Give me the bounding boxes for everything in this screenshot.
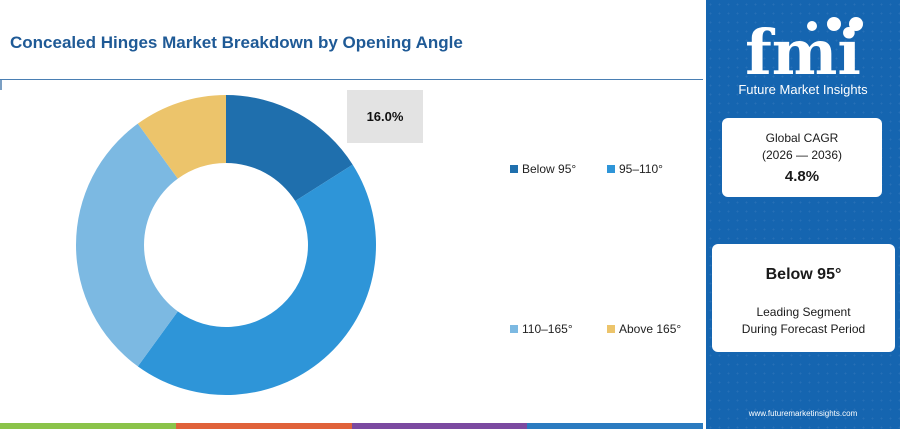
donut-chart [75,95,377,396]
strip-segment-purple [351,423,528,429]
chart-panel: Concealed Hinges Market Breakdown by Ope… [0,33,703,396]
logo-wordmark: fmi [745,16,861,89]
legend-label-below-95: Below 95° [522,162,577,176]
globe-icon [827,17,841,31]
legend-swatch-below-95 [510,165,518,173]
fmi-logo: fmi Future Market Insights [738,16,868,97]
donut-slice-above-165 [137,95,226,179]
leading-segment-value: Below 95° [765,266,842,283]
donut-slice-below-95 [226,95,353,202]
cagr-label-line1: Global CAGR [765,131,839,145]
leading-segment-card: Below 95° Leading Segment During Forecas… [712,244,895,352]
leading-segment-label: Leading Segment During Forecast Period [712,304,895,338]
legend-label-above-165: Above 165° [619,322,682,336]
strip-segment-orange [175,423,352,429]
strip-segment-green [0,423,176,429]
dot-icon [807,21,817,31]
donut-slice-95-110 [137,164,377,396]
donut-slice-110-165 [75,123,178,367]
info-sidebar: fmi Future Market Insights Global CAGR (… [706,0,900,429]
bottom-color-strip [0,423,703,429]
legend-item-95-110: 95–110° [607,162,663,176]
legend-swatch-95-110 [607,165,615,173]
value-callout: 16.0% [347,90,423,143]
title-divider [0,79,703,80]
chart-title: Concealed Hinges Market Breakdown by Ope… [10,33,463,52]
legend-item-above-165: Above 165° [607,322,681,336]
website-url: www.futuremarketinsights.com [748,409,858,418]
cagr-card: Global CAGR (2026 — 2036) 4.8% [722,118,882,197]
legend-swatch-above-165 [607,325,615,333]
cagr-label-line2: (2026 — 2036) [761,148,843,162]
cagr-value: 4.8% [784,168,820,185]
leading-segment-label-line2: During Forecast Period [741,322,866,336]
left-edge-tick [0,80,2,90]
cagr-label: Global CAGR (2026 — 2036) [722,130,882,164]
legend-item-110-165: 110–165° [510,322,573,336]
leading-segment-label-line1: Leading Segment [756,305,851,319]
chart-badge-icon [849,17,863,31]
legend-item-below-95: Below 95° [510,162,576,176]
legend-swatch-110-165 [510,325,518,333]
legend-label-95-110: 95–110° [619,162,663,176]
logo-tagline: Future Market Insights [738,82,868,97]
strip-segment-blue [527,423,703,429]
legend-label-110-165: 110–165° [522,322,573,336]
